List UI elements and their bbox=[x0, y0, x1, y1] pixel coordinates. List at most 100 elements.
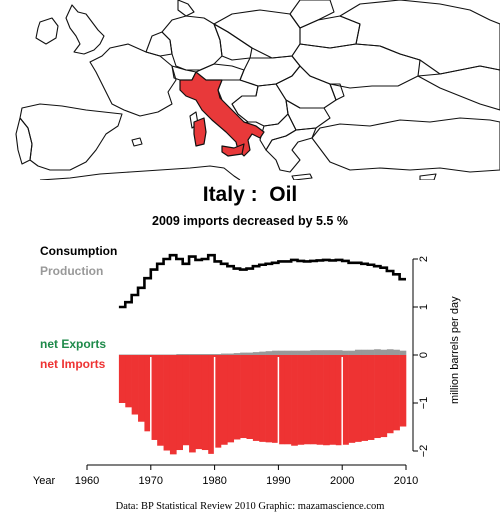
y-axis-label: million barrels per day bbox=[449, 296, 461, 404]
x-tick-label: 1990 bbox=[266, 475, 290, 487]
net-imports-bar bbox=[182, 355, 190, 446]
chart-title: Italy : Oil bbox=[202, 183, 298, 206]
net-imports-bar bbox=[169, 355, 177, 455]
net-imports-bar bbox=[157, 355, 164, 446]
production-bar bbox=[316, 350, 324, 355]
production-bar bbox=[354, 349, 362, 355]
x-tick-label: 2000 bbox=[330, 475, 354, 487]
production-bar bbox=[252, 352, 260, 355]
production-bar bbox=[335, 350, 343, 355]
production-bar bbox=[303, 350, 311, 355]
production-bar bbox=[374, 349, 381, 355]
net-imports-bar bbox=[125, 355, 132, 408]
net-imports-bar bbox=[374, 355, 381, 439]
net-imports-bar bbox=[118, 355, 126, 403]
production-bar bbox=[233, 353, 241, 355]
net-imports-bar bbox=[348, 355, 356, 443]
map-britain bbox=[65, 4, 105, 55]
net-imports-bar bbox=[201, 355, 209, 451]
net-imports-bar bbox=[138, 355, 145, 422]
production-bar bbox=[201, 354, 209, 355]
net-imports-bar bbox=[227, 355, 235, 443]
production-bar bbox=[342, 350, 349, 355]
production-bar bbox=[323, 350, 330, 355]
europe-map bbox=[15, 0, 500, 180]
net-imports-bar bbox=[252, 355, 260, 441]
legend-net-exports: net Exports bbox=[40, 337, 107, 351]
y-tick-label: −2 bbox=[418, 445, 430, 458]
net-imports-bar bbox=[144, 355, 152, 432]
net-imports-bar bbox=[163, 355, 171, 451]
map-crete bbox=[291, 173, 313, 180]
net-imports-bar bbox=[278, 355, 286, 445]
map-balearic bbox=[131, 137, 143, 147]
production-bar bbox=[348, 350, 356, 355]
production-bar bbox=[399, 350, 407, 355]
net-imports-bar bbox=[131, 355, 139, 415]
legend-net-imports: net Imports bbox=[40, 357, 106, 371]
x-tick-label: 1970 bbox=[139, 475, 163, 487]
net-imports-bar bbox=[189, 355, 196, 453]
net-imports-bar bbox=[272, 355, 279, 443]
legend-consumption: Consumption bbox=[40, 244, 118, 258]
production-bar bbox=[284, 350, 292, 355]
production-bar bbox=[272, 350, 279, 355]
map-portugal bbox=[15, 117, 33, 165]
y-tick-label: −1 bbox=[418, 397, 430, 410]
net-imports-bar bbox=[380, 355, 388, 438]
production-bar bbox=[227, 353, 235, 355]
net-imports-bar bbox=[176, 355, 183, 451]
y-tick-label: 1 bbox=[418, 304, 430, 310]
net-imports-bar bbox=[361, 355, 369, 441]
net-imports-bar bbox=[240, 355, 247, 439]
production-bar bbox=[265, 351, 273, 355]
production-bar bbox=[240, 352, 247, 355]
production-bar bbox=[195, 354, 203, 355]
production-bar bbox=[189, 354, 196, 355]
net-imports-bar bbox=[335, 355, 343, 446]
net-imports-bar bbox=[393, 355, 400, 431]
production-bar bbox=[259, 351, 266, 355]
production-bar bbox=[386, 349, 394, 355]
net-imports-bar bbox=[354, 355, 362, 442]
y-tick-label: 0 bbox=[418, 352, 430, 358]
production-bar bbox=[310, 350, 317, 355]
production-bar bbox=[220, 353, 228, 355]
net-imports-bar bbox=[342, 355, 349, 445]
net-imports-bar bbox=[214, 355, 222, 448]
y-tick-label: 2 bbox=[418, 256, 430, 262]
production-bar bbox=[393, 349, 400, 355]
x-tick-label: 1960 bbox=[75, 475, 99, 487]
net-imports-bar bbox=[386, 355, 394, 434]
x-tick-label: 1980 bbox=[202, 475, 226, 487]
production-bar bbox=[329, 350, 337, 355]
net-imports-bar bbox=[310, 355, 317, 445]
net-imports-bar bbox=[303, 355, 311, 445]
production-bar bbox=[380, 349, 388, 355]
production-bar bbox=[176, 354, 183, 355]
net-imports-bar bbox=[220, 355, 228, 445]
map-sardinia bbox=[193, 117, 207, 147]
map-germany bbox=[161, 15, 223, 71]
x-axis-label: Year bbox=[33, 475, 56, 487]
net-imports-bar bbox=[291, 355, 298, 446]
net-imports-bar bbox=[208, 355, 215, 454]
map-ireland bbox=[35, 17, 59, 45]
net-imports-bar bbox=[323, 355, 330, 446]
net-imports-bar bbox=[399, 355, 407, 427]
net-imports-bar bbox=[246, 355, 254, 439]
production-bar bbox=[182, 354, 190, 355]
data-credit: Data: BP Statistical Review 2010 Graphic… bbox=[115, 501, 385, 512]
production-bar bbox=[291, 350, 298, 355]
map-moldova bbox=[329, 83, 345, 101]
production-bar bbox=[208, 354, 215, 355]
production-bar bbox=[278, 350, 286, 355]
map-cyprus bbox=[419, 173, 437, 180]
production-bar bbox=[246, 352, 254, 355]
net-imports-bar bbox=[233, 355, 241, 440]
net-imports-bar bbox=[150, 355, 158, 440]
production-bar bbox=[367, 349, 375, 355]
map-turkey bbox=[311, 117, 500, 173]
map-sicily bbox=[221, 143, 245, 157]
net-imports-bar bbox=[284, 355, 292, 445]
